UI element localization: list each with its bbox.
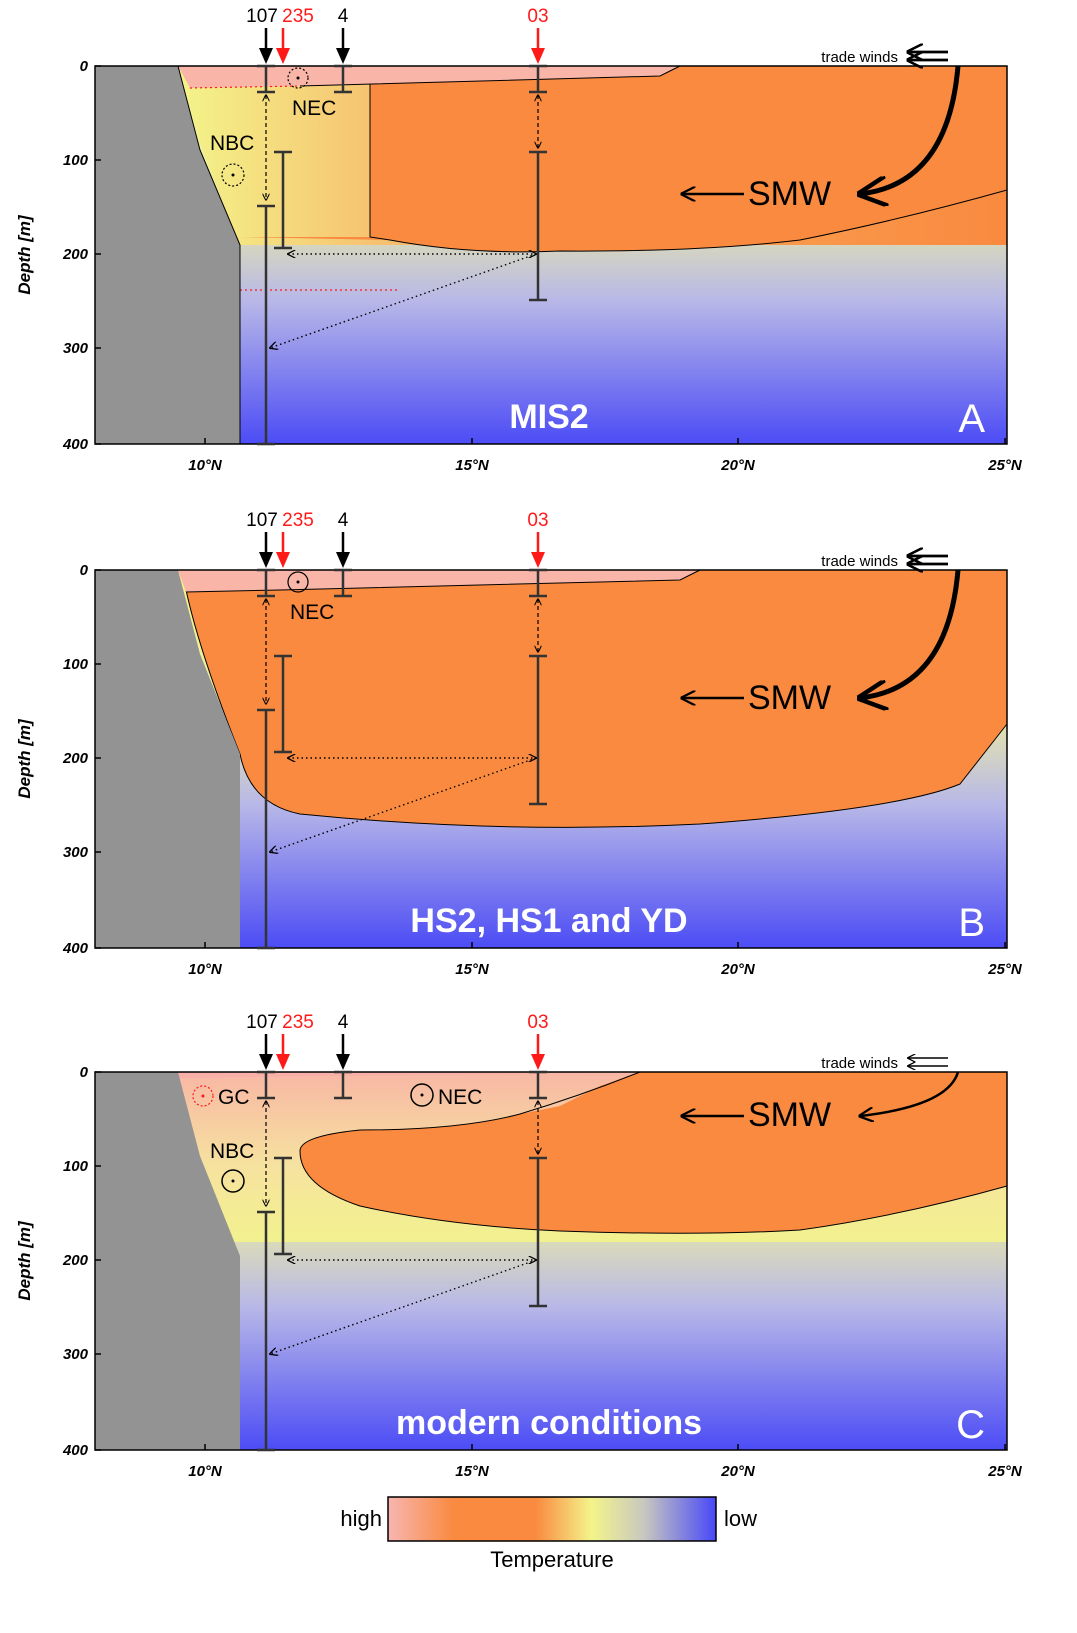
y-tick-label: 100 [63,1158,89,1175]
core-arrow-head [336,1054,350,1070]
y-tick-label: 400 [62,436,89,453]
panel-letter: B [958,901,985,945]
nec-current-marker [410,1083,434,1107]
panel-b [94,569,1008,949]
smw-label: SMW [748,1096,831,1134]
core-4-label: 4 [338,510,349,531]
core-235-label: 235 [282,510,314,531]
core-arrow-head [531,1054,545,1070]
panel-title: HS2, HS1 and YD [410,902,687,940]
nbc-label: NBC [210,132,254,155]
core-4-label: 4 [338,6,349,27]
y-tick-label: 0 [80,562,89,579]
core-107-label: 107 [246,6,278,27]
x-tick-label: 20°N [720,457,756,474]
y-tick-label: 300 [63,844,89,861]
nec-label: NEC [438,1086,482,1109]
temperature-legend: high low Temperature [340,1496,757,1572]
y-tick-label: 200 [62,750,89,767]
panel-overlay-3: Depth [m] 0 100 200 300 400 10°N 15°N 20°N 25°N 10… [15,1012,1023,1480]
y-tick-label: 400 [62,940,89,957]
gc-current-marker [192,1085,214,1107]
core-arrow-head [531,48,545,64]
core-03-label: 03 [527,510,548,531]
nbc-current-marker [221,1169,245,1193]
legend-title: Temperature [490,1547,614,1572]
dotted-diagonal-link [270,757,537,852]
core-arrow-head [276,1054,290,1070]
y-tick-label: 300 [63,1346,89,1363]
y-tick-label: 300 [63,340,89,357]
smw-label: SMW [748,175,831,213]
y-axis-label: Depth [m] [15,214,34,295]
x-tick-label: 20°N [720,961,756,978]
nec-label: NEC [290,601,334,624]
panel-overlay-2: Depth [m] 0 100 200 300 400 10°N 15°N 20°N 25°N 10… [15,510,1023,978]
smw-label: SMW [748,679,831,717]
x-tick-label: 10°N [188,1463,223,1480]
dotted-diagonal-link [270,253,537,348]
core-arrow-head [259,552,273,568]
legend-high-label: high [340,1506,382,1531]
panel-letter: C [956,1403,985,1447]
core-03-label: 03 [527,6,548,27]
y-axis-label: Depth [m] [15,1220,34,1301]
x-tick-label: 25°N [987,457,1023,474]
x-tick-label: 15°N [455,961,490,978]
x-tick-label: 25°N [987,961,1023,978]
core-arrow-head [259,1054,273,1070]
panel-a [94,65,1008,445]
core-235-label: 235 [282,1012,314,1033]
y-tick-label: 200 [62,1252,89,1269]
core-arrow-head [531,552,545,568]
x-tick-label: 25°N [987,1463,1023,1480]
nec-current-marker [287,571,309,593]
trade-winds-label: trade winds [821,49,898,66]
core-235-label: 235 [282,6,314,27]
y-tick-label: 100 [63,152,89,169]
legend-colorbar [387,1496,717,1542]
y-tick-label: 0 [80,58,89,75]
y-tick-label: 0 [80,1064,89,1081]
x-tick-label: 10°N [188,457,223,474]
panel-title: modern conditions [396,1404,702,1442]
y-tick-label: 100 [63,656,89,673]
smw-curve-arrow [860,569,961,698]
panel-title: MIS2 [509,398,588,436]
x-tick-label: 15°N [455,457,490,474]
legend-low-label: low [724,1506,757,1531]
core-arrow-head [276,552,290,568]
core-arrow-head [336,48,350,64]
y-tick-label: 400 [62,1442,89,1459]
nbc-current-marker [221,163,245,187]
panel-overlay-1: Depth [m] 0 100 200 300 400 10°N 15°N 20°N 25°N 10… [15,6,1023,474]
dotted-diagonal-link [270,1259,537,1354]
x-tick-label: 10°N [188,961,223,978]
smw-curve-arrow [860,65,961,194]
y-tick-label: 200 [62,246,89,263]
nbc-label: NBC [210,1140,254,1163]
nec-current-marker [287,67,309,89]
core-arrow-head [259,48,273,64]
nec-label: NEC [292,97,336,120]
trade-winds-label: trade winds [821,1055,898,1072]
panel-letter: A [958,397,985,441]
core-107-label: 107 [246,1012,278,1033]
gc-label: GC [218,1086,250,1109]
smw-curve-arrow [860,1071,960,1116]
core-107-label: 107 [246,510,278,531]
core-arrow-head [276,48,290,64]
core-03-label: 03 [527,1012,548,1033]
x-tick-label: 20°N [720,1463,756,1480]
panel-c [94,1071,1008,1451]
core-4-label: 4 [338,1012,349,1033]
x-tick-label: 15°N [455,1463,490,1480]
trade-winds-label: trade winds [821,553,898,570]
y-axis-label: Depth [m] [15,718,34,799]
core-arrow-head [336,552,350,568]
